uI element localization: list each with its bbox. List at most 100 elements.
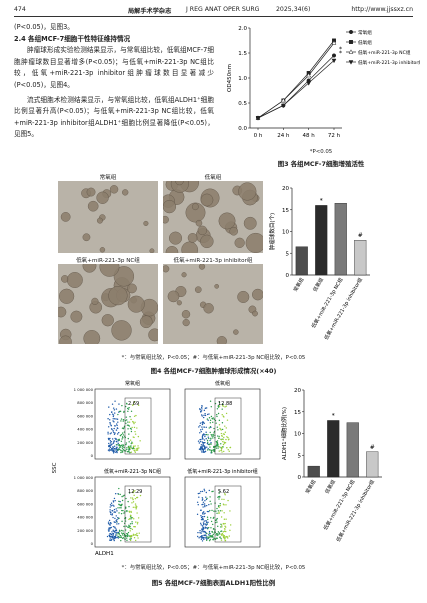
event-dot — [119, 534, 122, 537]
event-dot — [203, 426, 205, 428]
gate-percent: 12.88 — [218, 401, 232, 407]
event-dot — [209, 538, 211, 541]
event-dot — [113, 505, 115, 507]
event-dot — [136, 496, 138, 499]
event-dot — [130, 451, 133, 453]
event-dot — [130, 511, 133, 513]
x-tick-label: 低氧+miR-221-3p inhibitor组 — [323, 277, 364, 342]
event-dot — [197, 492, 200, 495]
legend-marker — [349, 40, 353, 44]
significance-mark: # — [370, 444, 375, 451]
event-dot — [211, 509, 213, 512]
event-dot — [201, 423, 204, 425]
event-dot — [218, 450, 220, 452]
event-dot — [112, 415, 115, 418]
event-dot — [118, 529, 121, 531]
event-dot — [117, 413, 119, 416]
sphere — [58, 306, 67, 318]
micrograph — [163, 181, 263, 253]
bar — [354, 240, 367, 276]
event-dot — [133, 401, 136, 403]
y-tick-label: 800 000 — [77, 400, 93, 405]
bar — [307, 465, 320, 478]
event-dot — [203, 538, 205, 541]
event-dot — [138, 532, 140, 534]
event-dot — [110, 505, 113, 507]
event-dot — [222, 522, 225, 525]
event-dot — [203, 414, 205, 417]
event-dot — [126, 447, 128, 449]
y-tick-label: 0.0 — [238, 126, 247, 132]
event-dot — [110, 526, 112, 529]
event-dot — [205, 520, 208, 522]
event-dot — [137, 448, 139, 450]
event-dot — [217, 404, 220, 407]
point — [255, 116, 261, 121]
x-tick-label: 低氧+miR-221-3p inhibitor组 — [335, 479, 376, 544]
event-dot — [126, 403, 128, 405]
event-dot — [222, 438, 224, 441]
event-dot — [220, 523, 222, 525]
event-dot — [114, 499, 116, 502]
event-dot — [113, 445, 116, 447]
event-dot — [205, 537, 207, 539]
event-dot — [125, 416, 128, 418]
event-dot — [108, 529, 110, 531]
point — [331, 53, 337, 58]
event-dot — [121, 450, 123, 452]
y-tick-label: 20 — [294, 388, 301, 394]
event-dot — [228, 450, 230, 453]
event-dot — [206, 516, 209, 518]
paragraph: 流式细胞术检测结果显示，与常氧组比较，低氧组ALDH1⁺细胞比例显著升高(P<0… — [14, 95, 214, 139]
event-dot — [215, 510, 217, 512]
gate — [124, 485, 152, 543]
event-dot — [200, 430, 202, 433]
event-dot — [213, 510, 215, 512]
y-tick-label: 5 — [298, 453, 302, 459]
event-dot — [114, 400, 116, 402]
event-dot — [136, 427, 138, 429]
event-dot — [126, 509, 128, 512]
event-dot — [133, 534, 135, 537]
event-dot — [123, 411, 125, 413]
event-dot — [129, 516, 132, 518]
panel-label: 常氧组 — [125, 380, 140, 387]
event-dot — [130, 447, 132, 449]
event-dot — [213, 432, 215, 434]
text-column: (P<0.05)，见图3。 2.4 各组MCF-7细胞干性特征维持情况 肿瘤球形… — [14, 22, 214, 141]
event-dot — [222, 440, 224, 443]
event-dot — [117, 507, 119, 509]
event-dot — [134, 497, 137, 500]
event-dot — [200, 444, 203, 446]
event-dot — [217, 406, 220, 408]
event-dot — [203, 520, 205, 522]
event-dot — [133, 422, 135, 425]
event-dot — [211, 530, 213, 533]
event-dot — [224, 536, 226, 538]
event-dot — [207, 436, 209, 438]
event-dot — [217, 445, 219, 447]
event-dot — [119, 536, 121, 539]
event-dot — [200, 538, 203, 540]
point — [331, 40, 337, 45]
event-dot — [223, 442, 226, 444]
event-dot — [207, 526, 210, 529]
event-dot — [129, 538, 131, 540]
event-dot — [122, 449, 125, 451]
event-dot — [197, 440, 200, 442]
sphere — [122, 189, 129, 196]
figure-caption: 图5 各组MCF-7细胞表面ALDH1阳性比例 — [151, 579, 276, 587]
event-dot — [120, 420, 122, 422]
event-dot — [208, 532, 211, 534]
event-dot — [210, 450, 212, 452]
legend-label: 低氧+miR-221-3p NC组 — [358, 49, 411, 56]
event-dot — [199, 422, 202, 424]
event-dot — [222, 534, 224, 536]
event-dot — [128, 433, 130, 435]
event-dot — [223, 530, 226, 532]
sphere — [197, 225, 208, 236]
y-tick-label: 2.0 — [238, 26, 247, 32]
event-dot — [202, 448, 204, 450]
y-tick-label: 400 000 — [77, 427, 93, 432]
event-dot — [133, 447, 136, 450]
